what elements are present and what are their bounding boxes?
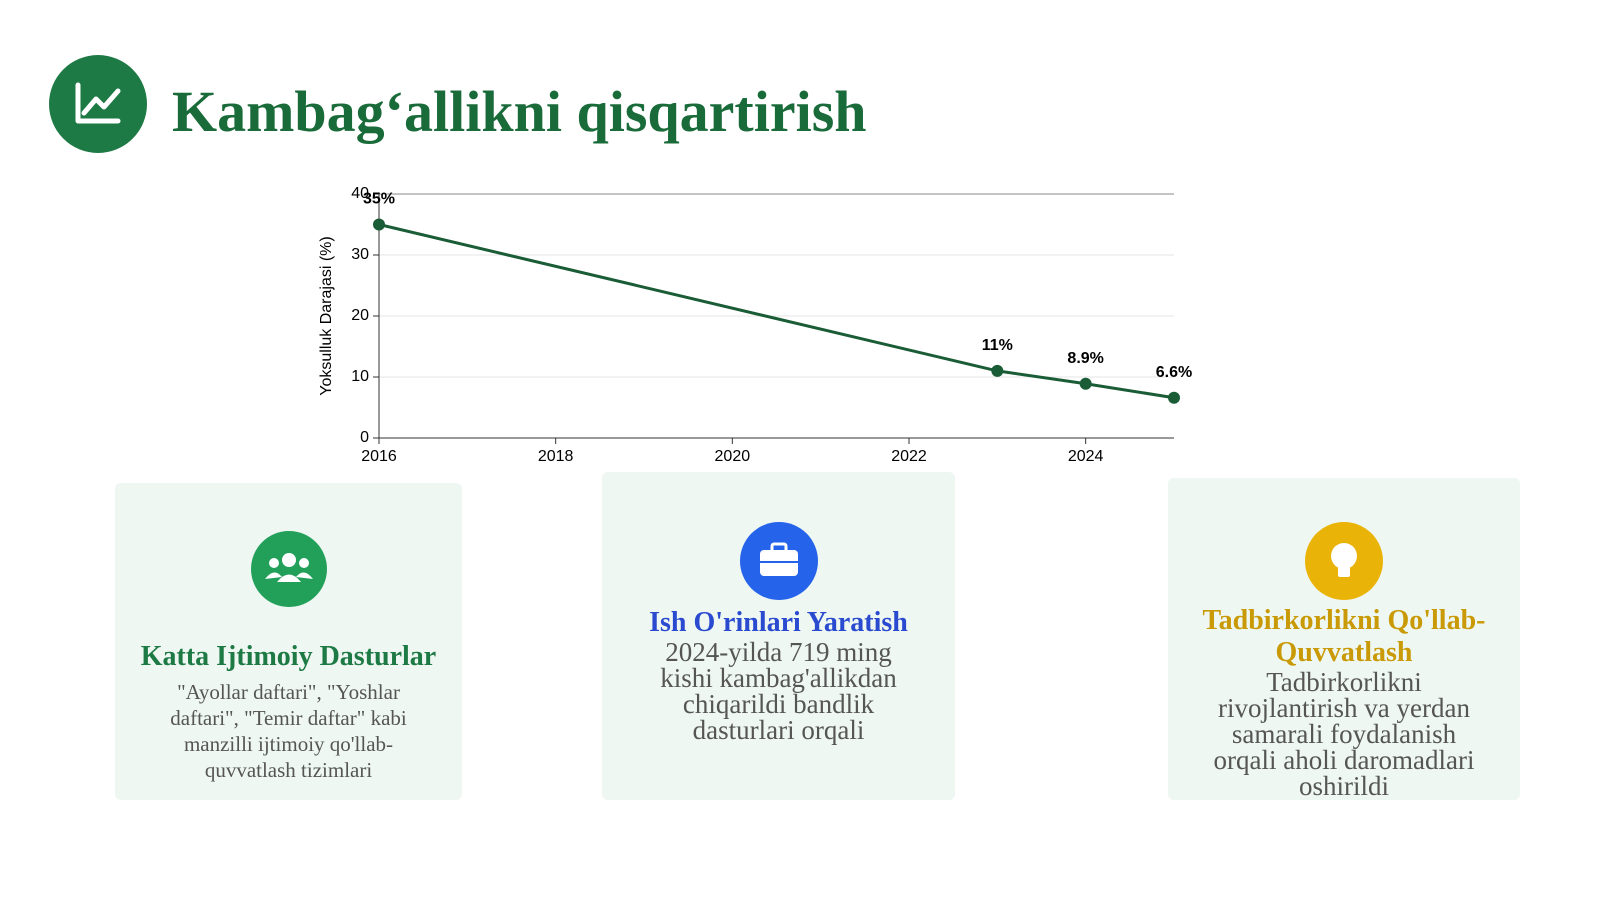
point	[373, 218, 385, 231]
x-tick-label: 2022	[891, 448, 927, 465]
data-label: 8.9%	[1067, 350, 1103, 367]
x-tick-label: 2018	[538, 448, 574, 465]
card: Katta Ijtimoiy Dasturlar "Ayollar daftar…	[115, 483, 462, 800]
y-tick-label: 10	[351, 368, 369, 385]
card-title: Ish O'rinlari Yaratish	[649, 607, 908, 638]
y-tick-label: 30	[351, 246, 369, 263]
chart: 0 10 20 30 40 2016 2018 2020 2022 2024 Yoksulluk D…	[318, 185, 1192, 465]
card: Tadbirkorlikni Qo'llab-Quvvatlash Tadbir…	[1168, 478, 1520, 800]
x-tick-label: 2024	[1068, 448, 1104, 465]
point	[1079, 377, 1092, 390]
card-text: "Ayollar daftari", "Yoshlar daftari", "T…	[170, 680, 407, 782]
y-tick-label: 0	[360, 429, 369, 446]
page-title: Kambag‘allikni qisqartirish	[172, 79, 867, 144]
card-icon	[739, 522, 818, 600]
y-tick-label: 20	[351, 307, 369, 324]
card-title: Tadbirkorlikni Qo'llab-Quvvatlash	[1202, 605, 1486, 668]
card-icon	[250, 531, 327, 607]
card-title: Katta Ijtimoiy Dasturlar	[140, 641, 437, 672]
data-label: 11%	[982, 337, 1013, 354]
card-text: Tadbirkorlikni rivojlantirish va yerdan …	[1213, 667, 1475, 801]
card-text: 2024-yilda 719 ming kishi kambag'allikda…	[660, 637, 897, 745]
card-icon	[1305, 522, 1383, 600]
point	[991, 364, 1004, 377]
line	[378, 223, 1175, 400]
point	[1168, 391, 1180, 404]
y-axis-label: Yoksulluk Darajasi (%)	[318, 236, 335, 395]
data-label: 6.6%	[1156, 364, 1192, 381]
x-tick-label: 2020	[715, 448, 751, 465]
header-icon	[49, 55, 147, 153]
data-label: 35%	[363, 191, 395, 208]
card: Ish O'rinlari Yaratish 2024-yilda 719 mi…	[602, 472, 955, 800]
x-tick-label: 2016	[361, 448, 397, 465]
y-tick-label: 40	[351, 185, 369, 202]
